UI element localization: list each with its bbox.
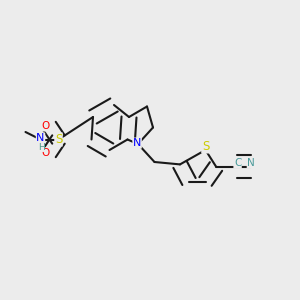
Text: N: N	[247, 158, 255, 168]
Text: C: C	[234, 158, 241, 168]
Text: N: N	[36, 133, 45, 143]
Text: O: O	[41, 121, 49, 131]
Text: S: S	[202, 140, 209, 153]
Text: S: S	[55, 133, 62, 146]
Text: H: H	[38, 142, 44, 152]
Text: N: N	[133, 138, 141, 148]
Text: O: O	[41, 148, 49, 158]
